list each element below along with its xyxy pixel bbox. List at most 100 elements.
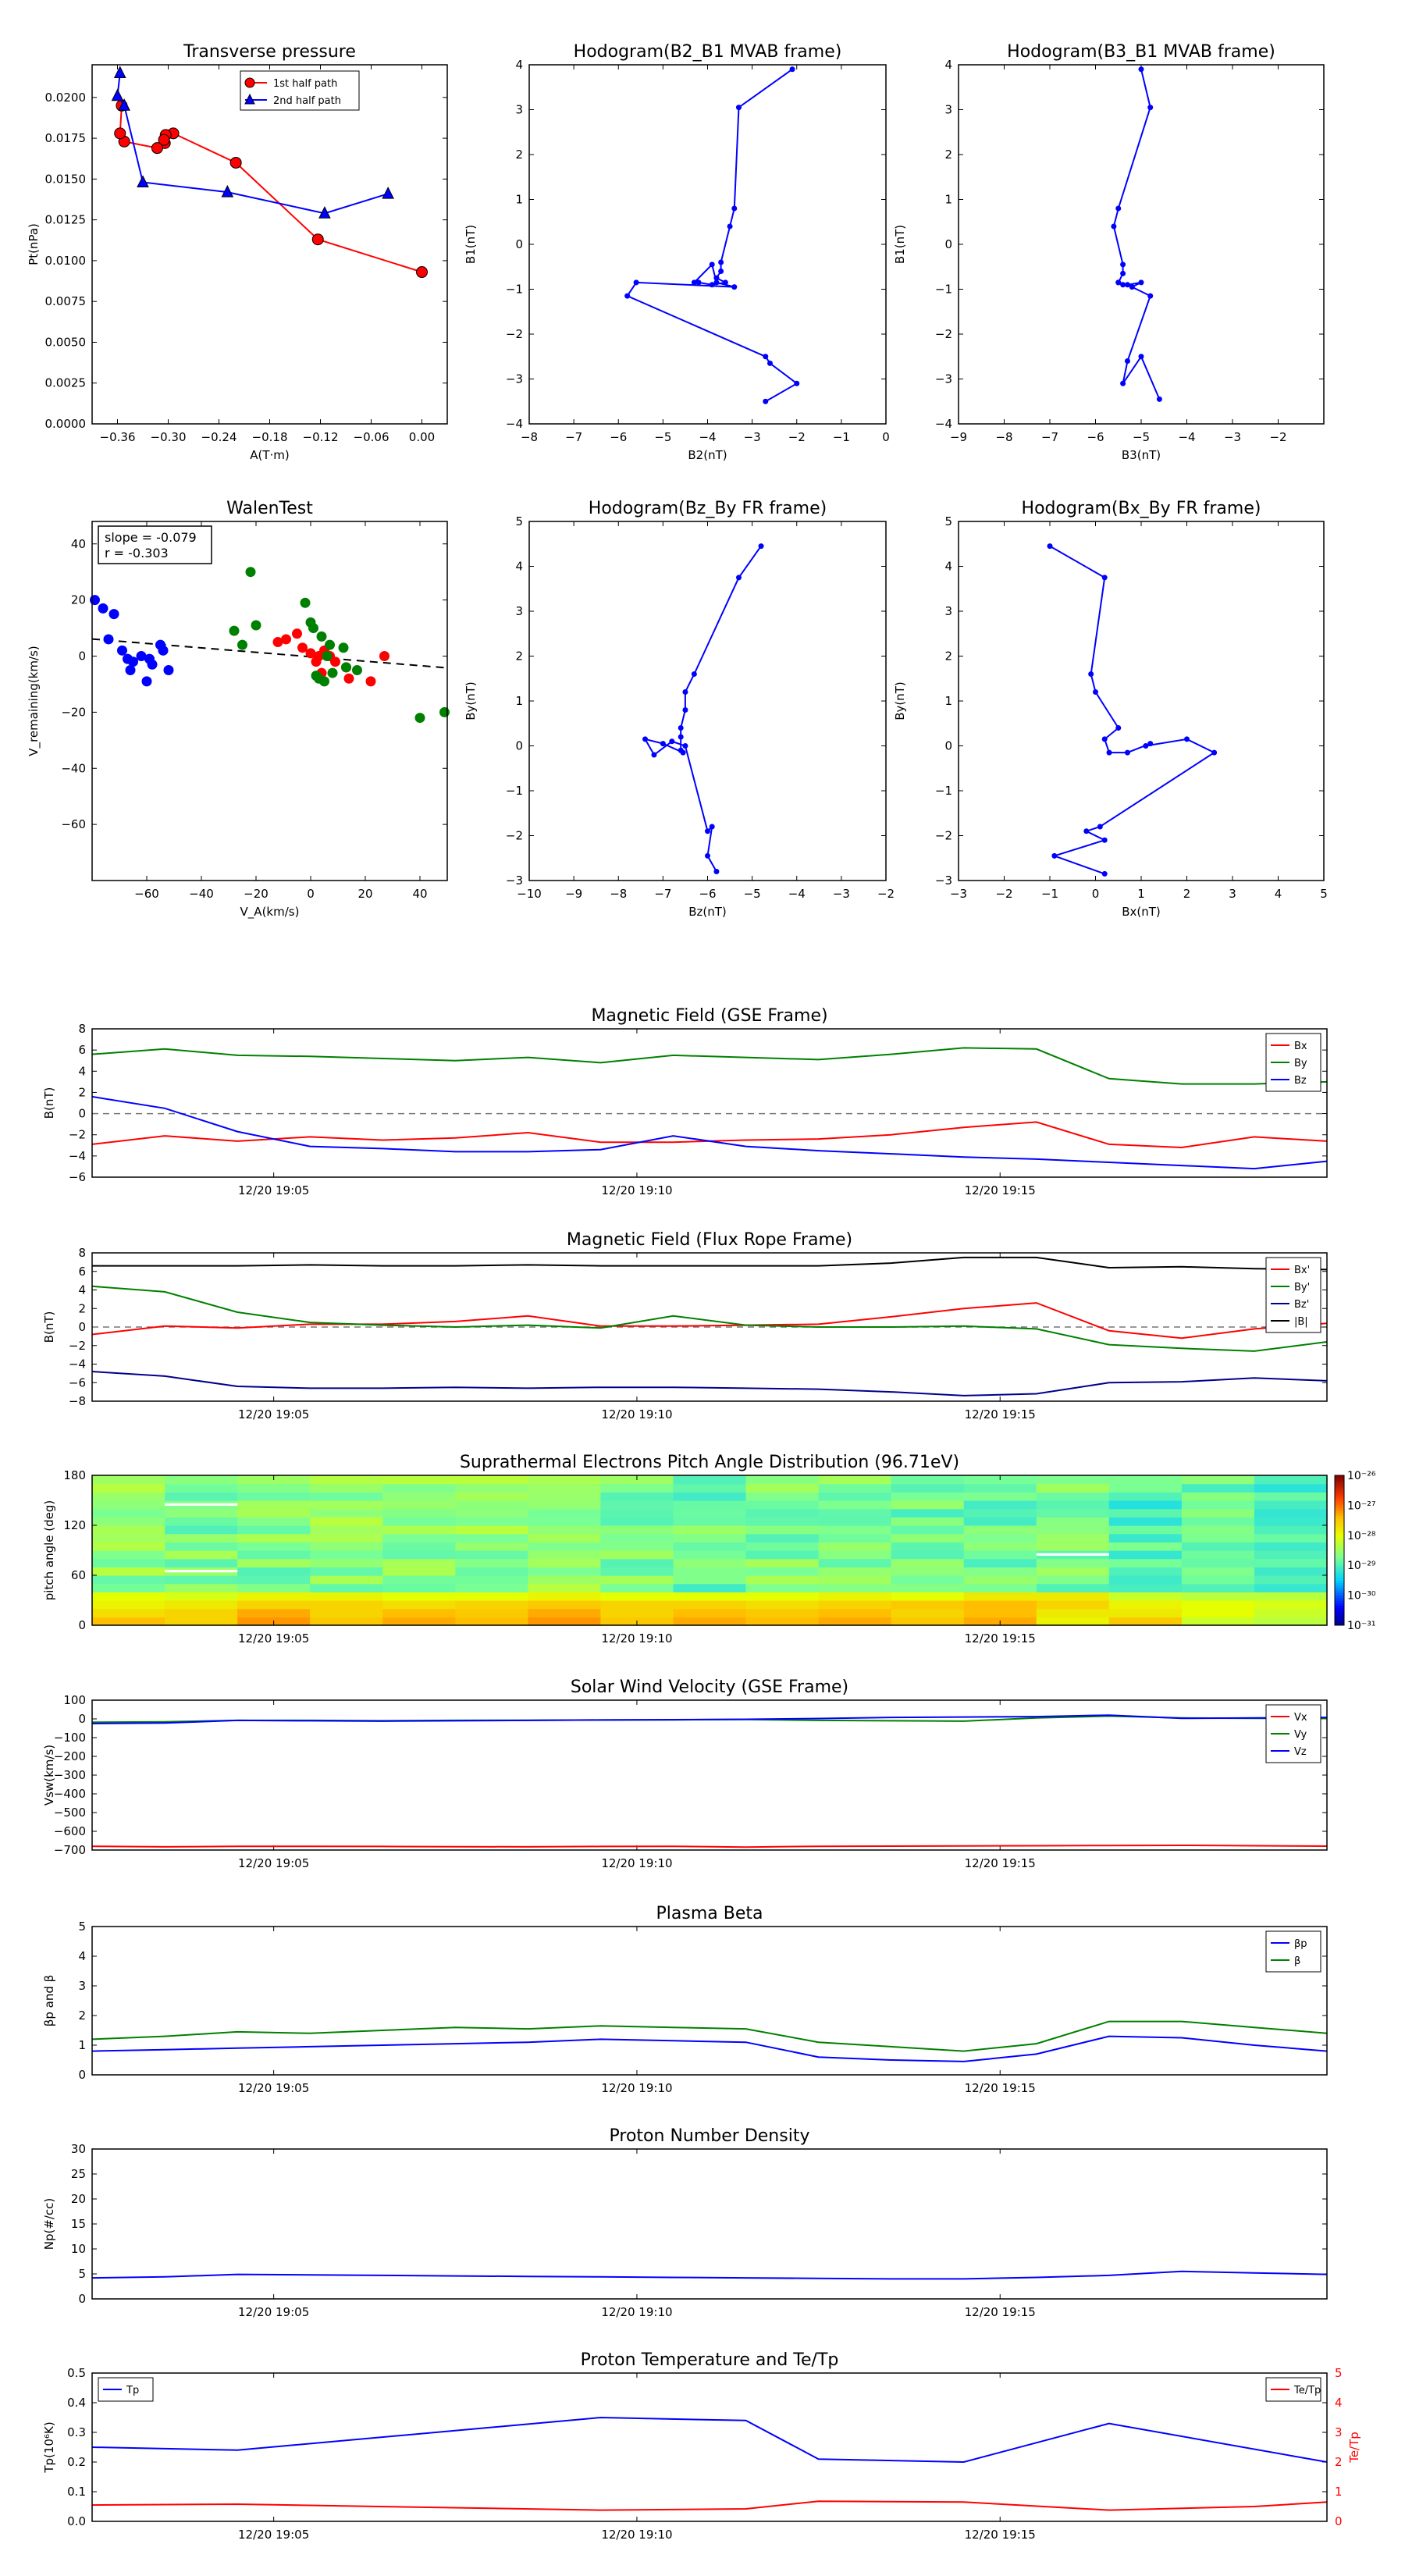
heatmap-cell: [92, 1608, 165, 1617]
colorbar-cell: [1335, 1488, 1344, 1491]
y-tick-label: −4: [69, 1357, 86, 1372]
legend-marker: [244, 93, 255, 105]
data-point: [713, 275, 720, 281]
data-point: [735, 575, 742, 581]
colorbar-cell: [1335, 1590, 1344, 1593]
y-axis-label: By(nT): [464, 681, 478, 720]
y-axis-label: Tp(10⁶K): [42, 2421, 56, 2473]
heatmap-cell: [1036, 1483, 1110, 1493]
plots-layer: Transverse pressure −0.36 −0.30 −0.24 −0.18 −…: [27, 42, 1376, 2542]
heatmap-cell: [891, 1558, 965, 1567]
chart-plasma_beta: Plasma Beta 12/20 19:05 12/20 19:10 12/20 1…: [42, 1904, 1328, 2095]
x-tick-label: −2: [788, 430, 806, 444]
data-point: [705, 828, 710, 834]
heatmap-cell: [600, 1542, 674, 1551]
data-point: [682, 707, 688, 713]
x-tick-label: −1: [833, 430, 850, 444]
chart-proton_temperature: Proton Temperature and Te/Tp 12/20 19:05 1…: [42, 2350, 1361, 2542]
heatmap-cell: [237, 1600, 311, 1610]
data-point: [731, 205, 738, 212]
data-point: [379, 651, 389, 661]
x-tick-label: −6: [1087, 430, 1104, 444]
data-point: [272, 637, 283, 648]
data-point: [767, 360, 773, 366]
y-tick-label: 0.0050: [45, 335, 87, 349]
data-point: [322, 651, 333, 661]
chart-title: Magnetic Field (GSE Frame): [591, 1006, 827, 1026]
data-point: [731, 284, 738, 290]
x-tick-label: −7: [1041, 430, 1058, 444]
data-point: [763, 354, 769, 360]
y-tick-label: −300: [54, 1768, 86, 1782]
x-tick-label: 1: [1137, 887, 1145, 901]
data-point: [713, 279, 720, 286]
colorbar-cell: [1335, 1503, 1344, 1506]
colorbar-label: 10⁻²⁷: [1347, 1500, 1375, 1512]
heatmap-cell: [528, 1558, 602, 1567]
legend-label: By: [1294, 1058, 1307, 1069]
heatmap-cell: [600, 1600, 674, 1610]
heatmap-cell: [1108, 1617, 1183, 1626]
data-point: [229, 625, 240, 636]
x-tick-label: 12/20 19:15: [965, 1407, 1036, 1421]
y-tick-label: 6: [78, 1265, 86, 1279]
plot-frame: [91, 64, 448, 425]
heatmap-cell: [92, 1542, 165, 1551]
y-tick-label: 0.0200: [45, 91, 87, 105]
data-point: [691, 279, 697, 286]
heatmap-cell: [818, 1608, 892, 1617]
heatmap-cell: [673, 1500, 747, 1510]
y-tick-label: 30: [71, 2142, 86, 2156]
data-point: [297, 642, 308, 653]
colorbar-cell: [1335, 1485, 1344, 1489]
y-tick-label: −1: [935, 283, 952, 297]
y-axis-label: B1(nT): [893, 225, 907, 264]
chart-hodogram_b3_b1: Hodogram(B3_B1 MVAB frame) −9 −8 −7 −6 −5 −4 −3…: [893, 42, 1325, 462]
data-point: [1147, 293, 1154, 299]
data-point: [1138, 66, 1144, 73]
y-tick-label: 0: [78, 1618, 86, 1632]
heatmap-cell: [1181, 1500, 1255, 1510]
heatmap-cell: [237, 1550, 311, 1560]
heatmap-cell: [1181, 1492, 1255, 1501]
data-point: [695, 279, 702, 286]
plot-frame: [958, 64, 1325, 425]
x-tick-label: −5: [1133, 430, 1150, 444]
y-tick-label: 4: [78, 1064, 86, 1078]
legend-label: βp: [1294, 1938, 1307, 1950]
y-tick-label: 180: [63, 1468, 86, 1482]
data-point: [660, 741, 666, 747]
y-tick-label: −20: [61, 705, 86, 719]
x-tick-label: −0.24: [201, 430, 237, 444]
heatmap-cell: [673, 1475, 747, 1485]
heatmap-cell: [745, 1558, 820, 1567]
heatmap-cell: [1254, 1525, 1328, 1535]
heatmap-cell: [382, 1508, 456, 1517]
y-tick-label: 0.0100: [45, 254, 87, 268]
x-tick-label: −0.36: [100, 430, 136, 444]
y-axis-label: pitch angle (deg): [42, 1500, 56, 1600]
colorbar-cell: [1335, 1530, 1344, 1534]
heatmap-cell: [237, 1583, 311, 1592]
heatmap-cell: [891, 1567, 965, 1576]
heatmap-cell: [382, 1592, 456, 1601]
plot-frame: [91, 1926, 1328, 2076]
data-point: [763, 398, 769, 404]
colorbar-cell: [1335, 1620, 1344, 1624]
heatmap-cell: [1254, 1617, 1328, 1626]
colorbar-label: 10⁻²⁹: [1347, 1560, 1376, 1572]
data-point: [1101, 575, 1108, 581]
data-point: [111, 88, 124, 101]
y-tick-label: −2: [69, 1339, 86, 1353]
colorbar-cell: [1335, 1520, 1344, 1524]
heatmap-cell: [1254, 1608, 1328, 1617]
data-point: [1156, 396, 1162, 402]
y-axis-label: B(nT): [42, 1087, 56, 1119]
heatmap-cell: [528, 1583, 602, 1592]
heatmap-cell: [1036, 1525, 1110, 1535]
y-tick-label: 0.2: [67, 2455, 86, 2469]
data-point: [1115, 279, 1122, 286]
heatmap-cell: [382, 1567, 456, 1576]
heatmap-cell: [1108, 1500, 1183, 1510]
